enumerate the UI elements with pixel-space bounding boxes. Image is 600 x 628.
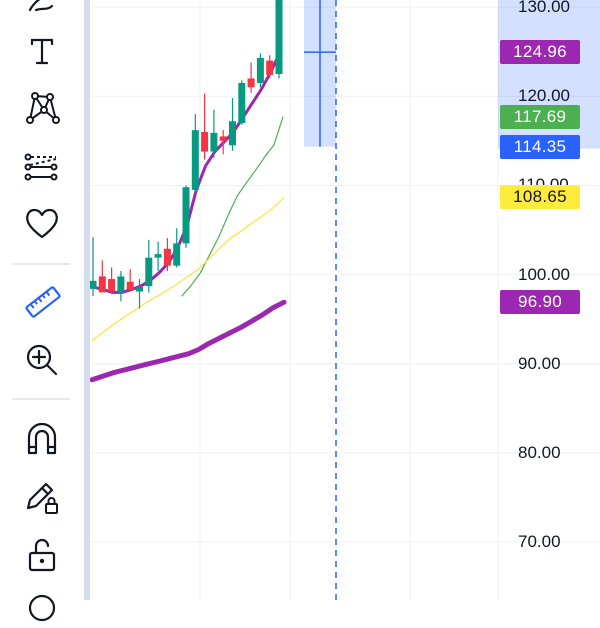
magnet-icon bbox=[27, 422, 57, 455]
measure-tool[interactable] bbox=[18, 280, 66, 324]
price-label: 108.65 bbox=[500, 185, 580, 210]
candle-body bbox=[238, 82, 246, 124]
candle-body bbox=[126, 281, 134, 290]
candle bbox=[275, 0, 283, 79]
pencil-lock-icon bbox=[26, 482, 58, 514]
price-label: 124.96 bbox=[500, 40, 580, 65]
forecast-icon bbox=[24, 153, 58, 181]
candle-body bbox=[136, 287, 143, 292]
lock-all-tool[interactable] bbox=[18, 533, 66, 577]
candle-body bbox=[173, 243, 181, 266]
candle bbox=[219, 130, 227, 155]
zoom-tool[interactable] bbox=[18, 338, 66, 382]
candle-body bbox=[154, 254, 162, 258]
candle-body bbox=[145, 257, 153, 287]
moving-average-line-1 bbox=[92, 50, 282, 294]
candle bbox=[191, 114, 199, 193]
candle bbox=[210, 109, 218, 158]
candle bbox=[173, 228, 181, 268]
ruler-icon bbox=[25, 286, 61, 318]
candle-body bbox=[182, 187, 190, 244]
candle-body bbox=[210, 132, 218, 152]
price-label: 117.69 bbox=[500, 104, 580, 129]
candle bbox=[266, 55, 274, 79]
candle bbox=[108, 267, 116, 295]
candle bbox=[163, 238, 171, 272]
pattern-icon bbox=[26, 92, 60, 124]
candle-body bbox=[275, 0, 283, 74]
lock-drawing-tool[interactable] bbox=[18, 474, 66, 518]
text-tool[interactable] bbox=[18, 29, 66, 73]
candle bbox=[182, 185, 190, 248]
candle bbox=[117, 271, 125, 302]
toolbar-divider bbox=[12, 263, 70, 265]
candle bbox=[256, 53, 264, 88]
candle-body bbox=[191, 130, 199, 190]
price-tick-label: 120.00 bbox=[518, 86, 570, 106]
candle bbox=[90, 237, 97, 296]
price-tick-label: 90.00 bbox=[518, 353, 561, 373]
moving-average-line-2 bbox=[181, 116, 284, 297]
unlock-icon bbox=[28, 538, 56, 572]
candle bbox=[229, 98, 236, 151]
circle-icon bbox=[28, 594, 56, 622]
candle-body bbox=[117, 276, 125, 293]
candle-body bbox=[229, 121, 236, 146]
pattern-tool[interactable] bbox=[18, 86, 66, 130]
candle-body bbox=[90, 280, 97, 289]
candle bbox=[247, 62, 255, 93]
drawing-toolbar bbox=[0, 0, 84, 622]
text-icon bbox=[30, 38, 54, 65]
favorites-tool[interactable] bbox=[18, 201, 66, 245]
candle-body bbox=[256, 57, 264, 83]
candle bbox=[98, 260, 106, 293]
candle bbox=[154, 241, 162, 272]
candle bbox=[201, 93, 209, 160]
toolbar-scroll-edge bbox=[84, 0, 90, 600]
brush-tool[interactable] bbox=[18, 0, 66, 22]
candle bbox=[145, 239, 153, 293]
price-label: 96.90 bbox=[500, 290, 580, 315]
candle-body bbox=[163, 248, 171, 266]
brush-icon bbox=[28, 0, 54, 12]
price-tick-label: 100.00 bbox=[518, 264, 570, 284]
price-tick-label: 80.00 bbox=[518, 442, 561, 462]
moving-average-line-4 bbox=[90, 299, 287, 383]
candle bbox=[136, 279, 143, 309]
candle bbox=[238, 80, 246, 125]
candle-body bbox=[201, 131, 209, 152]
price-label: 114.35 bbox=[500, 134, 580, 159]
candle-body bbox=[98, 276, 106, 293]
candle-body bbox=[219, 136, 227, 141]
forecast-tool[interactable] bbox=[18, 145, 66, 189]
heart-icon bbox=[26, 208, 58, 239]
candle-body bbox=[266, 60, 274, 75]
candle-body bbox=[247, 78, 255, 88]
price-tick-label: 70.00 bbox=[518, 532, 561, 552]
price-tick-label: 130.00 bbox=[518, 0, 570, 17]
candle-body bbox=[108, 279, 116, 292]
candle bbox=[126, 269, 134, 292]
moving-average-line-3 bbox=[91, 196, 285, 342]
toolbar-divider bbox=[12, 398, 70, 400]
zoom-in-icon bbox=[26, 344, 58, 376]
more-tool[interactable] bbox=[18, 584, 66, 628]
magnet-tool[interactable] bbox=[18, 417, 66, 461]
